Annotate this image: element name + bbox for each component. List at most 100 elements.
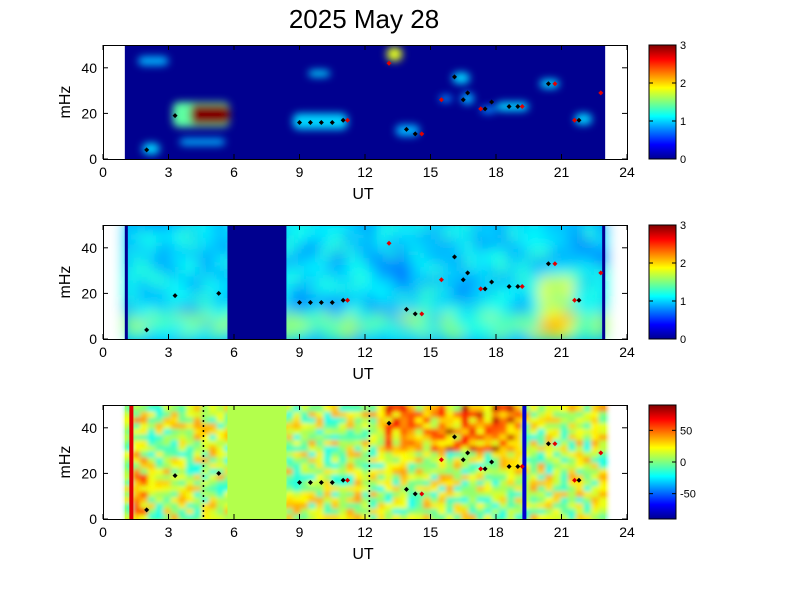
- heatmap-cell: [155, 501, 165, 509]
- heatmap-cell: [170, 450, 180, 458]
- heatmap-cell: [506, 275, 519, 286]
- heatmap-cell: [369, 501, 379, 509]
- heatmap-cell: [361, 405, 371, 412]
- x-tick-label: 12: [357, 524, 373, 540]
- heatmap-cell: [354, 496, 363, 503]
- heatmap-cell: [445, 450, 455, 458]
- heatmap-cell: [299, 247, 312, 258]
- heatmap-cell: [529, 422, 539, 429]
- heatmap-cell: [572, 320, 585, 331]
- heatmap-cell: [539, 229, 552, 240]
- heatmap-cell: [397, 256, 410, 268]
- heatmap-cell: [179, 266, 192, 277]
- heatmap-cell: [323, 484, 333, 492]
- heatmap-cell: [485, 302, 497, 313]
- heatmap-cell: [308, 422, 317, 429]
- heatmap-cell: [185, 479, 195, 486]
- heatmap-cell: [354, 247, 366, 258]
- heatmap-cell: [179, 275, 192, 286]
- x-tick-label: 15: [423, 344, 439, 360]
- heatmap-cell: [377, 427, 386, 435]
- heatmap-cell: [300, 444, 310, 452]
- heatmap-cell: [343, 320, 356, 331]
- heatmap-cell: [369, 450, 379, 458]
- heatmap-cell: [496, 238, 508, 249]
- heatmap-cell: [193, 405, 203, 412]
- heatmap-cell: [590, 444, 600, 452]
- heatmap-cell: [483, 405, 493, 412]
- heatmap-cell: [308, 490, 317, 498]
- heatmap-cell: [288, 320, 301, 331]
- heatmap-cell: [514, 444, 524, 452]
- heatmap-cell: [147, 473, 157, 481]
- heatmap-cell: [146, 247, 159, 258]
- heatmap-cell: [514, 433, 524, 441]
- heatmap-cell: [310, 302, 323, 313]
- heatmap-cell: [124, 247, 137, 258]
- heatmap-cell: [445, 479, 455, 486]
- heatmap-cell: [212, 238, 225, 249]
- heatmap-cell: [216, 501, 226, 509]
- marker-red: [519, 104, 525, 110]
- heatmap-cell: [572, 266, 585, 277]
- heatmap-cell: [124, 225, 137, 231]
- heatmap-cell: [147, 467, 157, 475]
- heatmap-cell: [216, 433, 226, 441]
- heatmap-cell: [392, 462, 401, 469]
- heatmap-cell: [452, 225, 465, 231]
- heatmap-cell: [163, 439, 172, 446]
- heatmap-cell: [338, 462, 348, 469]
- heatmap-cell: [315, 405, 325, 412]
- heatmap-cell: [124, 490, 134, 498]
- heatmap-cell: [476, 410, 485, 418]
- heatmap-cell: [430, 444, 440, 452]
- heatmap-cell: [331, 410, 340, 418]
- heatmap-cell: [179, 225, 192, 231]
- heatmap-cell: [208, 422, 218, 429]
- heatmap-cell: [408, 225, 421, 231]
- heatmap-cell: [384, 484, 394, 492]
- heatmap-cell: [157, 266, 170, 277]
- heatmap-cell: [216, 479, 226, 486]
- marker-red: [345, 117, 351, 123]
- heatmap-cell: [208, 439, 218, 446]
- heatmap-cell: [560, 473, 570, 481]
- heatmap-cell: [288, 284, 301, 295]
- heatmap-cell: [299, 284, 312, 295]
- heatmap-cell: [386, 225, 399, 231]
- heatmap-cell: [124, 439, 134, 446]
- heatmap-cell: [452, 238, 465, 249]
- heatmap-cell: [285, 405, 294, 412]
- heatmap-cell: [377, 490, 386, 498]
- heatmap-cell: [354, 293, 366, 304]
- marker-black: [172, 473, 178, 479]
- heatmap-cell: [496, 275, 508, 286]
- heatmap-cell: [331, 422, 340, 429]
- heatmap-cell: [560, 496, 570, 503]
- heatmap-cell: [397, 329, 410, 339]
- heatmap-cell: [552, 496, 562, 503]
- heatmap-cell: [323, 467, 333, 475]
- marker-black: [465, 450, 471, 456]
- heatmap-cell: [346, 507, 356, 515]
- heatmap-cell: [407, 444, 417, 452]
- heatmap-cell: [135, 275, 148, 286]
- heatmap-cell: [537, 473, 547, 481]
- heatmap-cell: [461, 422, 470, 429]
- heatmap-cell: [201, 467, 210, 475]
- heatmap-cell: [415, 473, 424, 481]
- heatmap-cell: [354, 490, 363, 498]
- heatmap-cell: [568, 479, 577, 486]
- heatmap-blob: [190, 104, 230, 125]
- heatmap-cell: [419, 238, 432, 249]
- heatmap-cell: [369, 439, 379, 446]
- heatmap-cell: [598, 484, 608, 492]
- heatmap-cell: [288, 302, 301, 313]
- heatmap-cell: [178, 450, 187, 458]
- heatmap-cell: [598, 450, 608, 458]
- heatmap-cell: [292, 473, 302, 481]
- heatmap-cell: [476, 462, 485, 469]
- heatmap-cell: [308, 467, 317, 475]
- heatmap-cell: [157, 229, 170, 240]
- marker-red: [345, 477, 351, 483]
